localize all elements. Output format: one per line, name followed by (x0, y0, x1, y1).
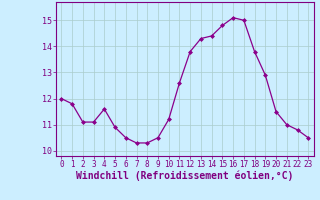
X-axis label: Windchill (Refroidissement éolien,°C): Windchill (Refroidissement éolien,°C) (76, 171, 293, 181)
